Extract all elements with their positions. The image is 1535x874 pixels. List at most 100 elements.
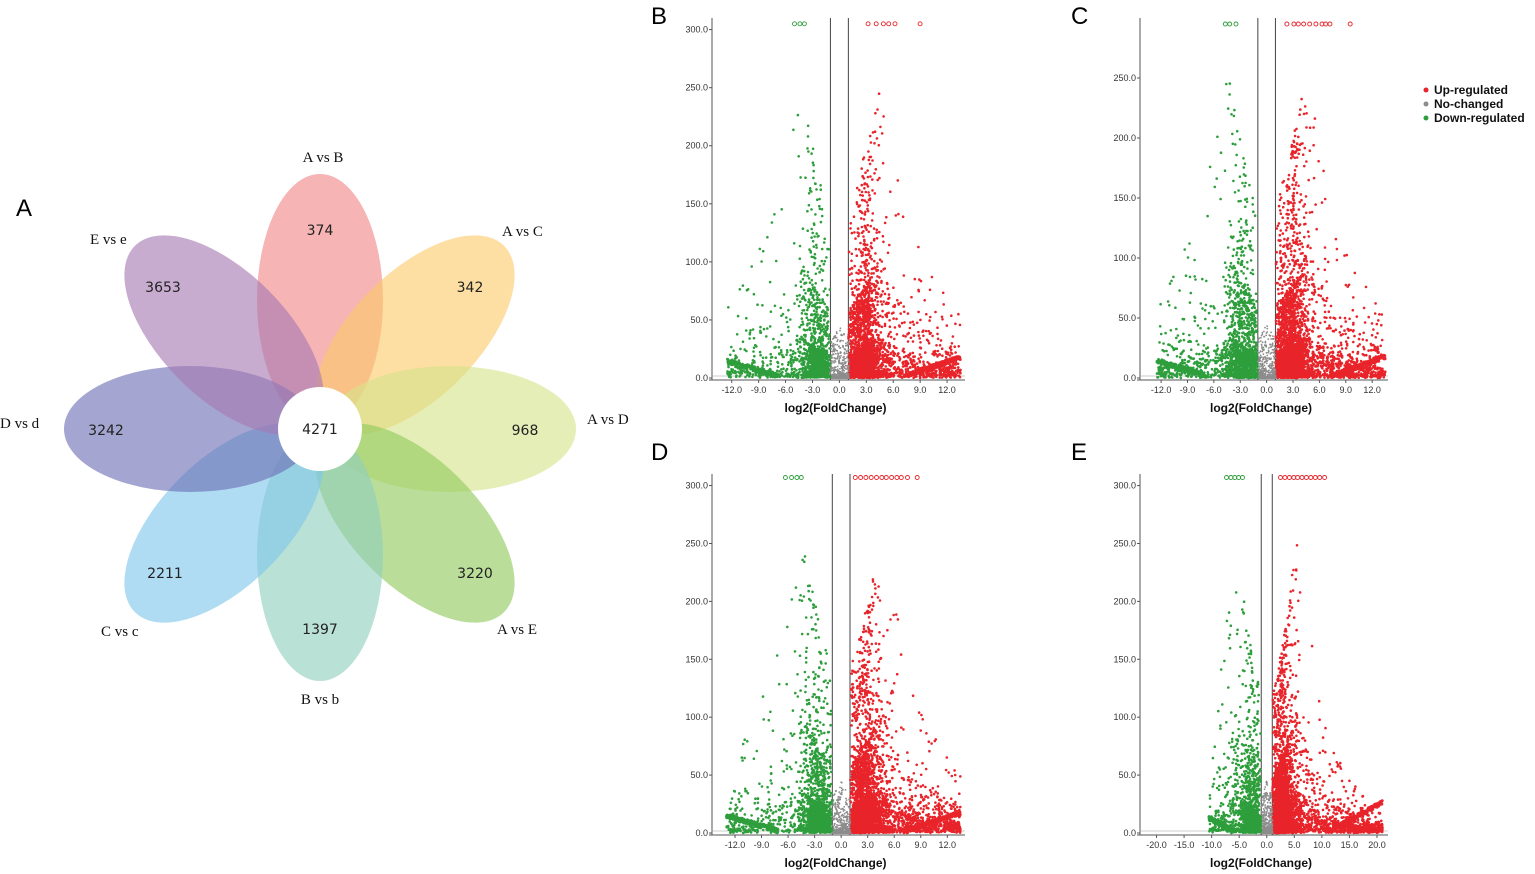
- point-down-regulated: [818, 197, 821, 201]
- point-no-changed: [846, 356, 849, 358]
- point-down-regulated: [828, 288, 832, 291]
- venn-label-a-vs-b: A vs B: [303, 150, 344, 166]
- point-down-regulated: [819, 184, 822, 187]
- point-up-regulated: [878, 324, 881, 327]
- x-tick-label: -9.0: [751, 385, 767, 395]
- point-up-regulated: [862, 343, 865, 346]
- point-down-regulated: [791, 352, 795, 356]
- point-no-changed: [834, 360, 837, 363]
- point-down-regulated: [762, 327, 766, 331]
- x-tick-label: -3.0: [805, 385, 821, 395]
- point-up-regulated: [904, 354, 908, 358]
- point-up-regulated: [860, 278, 863, 282]
- point-down-regulated: [796, 113, 800, 117]
- point-up-regulated: [863, 293, 867, 296]
- point-up-regulated: [897, 374, 901, 377]
- point-down-regulated: [798, 244, 802, 248]
- point-down-regulated: [820, 214, 824, 218]
- point-up-regulated: [848, 273, 851, 277]
- point-up-regulated: [849, 306, 852, 310]
- point-up-regulated: [897, 371, 900, 374]
- point-up-regulated: [847, 327, 851, 331]
- point-down-regulated: [780, 351, 783, 354]
- point-up-regulated: [860, 225, 864, 229]
- point-down-regulated: [795, 334, 799, 338]
- point-up-regulated: [910, 295, 913, 299]
- point-up-regulated: [882, 115, 885, 118]
- point-down-regulated: [807, 277, 811, 280]
- point-down-regulated: [752, 346, 756, 350]
- point-down-regulated: [814, 272, 818, 276]
- point-up-regulated: [936, 349, 940, 353]
- point-up-regulated: [862, 349, 865, 353]
- point-up-regulated: [867, 191, 870, 194]
- point-up-regulated: [936, 354, 939, 357]
- point-up-regulated: [952, 363, 955, 366]
- venn-value-a-vs-b: 374: [307, 223, 334, 239]
- venn-label-e-vs-e: E vs e: [90, 232, 127, 248]
- point-up-regulated: [863, 239, 866, 243]
- point-up-regulated: [905, 359, 908, 363]
- point-down-regulated: [774, 259, 778, 263]
- point-up-regulated: [881, 350, 884, 354]
- point-no-changed: [843, 362, 846, 365]
- point-up-regulated: [958, 323, 962, 327]
- point-no-changed: [835, 375, 838, 378]
- point-no-changed: [840, 376, 842, 378]
- point-up-regulated: [866, 282, 870, 286]
- point-down-regulated: [793, 356, 797, 359]
- point-down-regulated: [802, 295, 805, 298]
- point-up-regulated: [868, 155, 871, 159]
- point-up-regulated: [881, 339, 884, 342]
- point-up-regulated: [866, 274, 870, 277]
- point-up-regulated: [893, 337, 896, 341]
- point-down-regulated: [803, 274, 806, 277]
- point-up-regulated: [887, 334, 890, 338]
- point-no-changed: [839, 327, 842, 330]
- point-up-regulated: [868, 344, 871, 348]
- point-up-regulated: [938, 376, 942, 379]
- point-up-regulated: [857, 303, 861, 307]
- x-tick-label: 3.0: [860, 385, 873, 395]
- point-down-regulated: [781, 312, 785, 316]
- point-up-regulated: [933, 349, 937, 353]
- point-down-regulated: [801, 227, 805, 230]
- point-down-regulated: [820, 259, 824, 263]
- point-up-regulated: [906, 312, 910, 315]
- point-up-regulated: [882, 346, 886, 349]
- point-up-regulated: [863, 243, 867, 247]
- point-up-regulated: [872, 283, 876, 286]
- point-up-regulated: [852, 324, 855, 327]
- point-up-regulated: [881, 161, 885, 165]
- point-down-regulated: [759, 325, 762, 329]
- point-up-regulated: [919, 355, 923, 359]
- point-up-regulated: [863, 248, 867, 252]
- venn-value-a-vs-e: 3220: [457, 566, 493, 582]
- point-down-regulated: [810, 236, 813, 239]
- point-down-regulated: [807, 203, 811, 207]
- point-up-regulated: [852, 342, 855, 345]
- point-up-regulated: [938, 344, 942, 347]
- point-down-regulated: [792, 350, 795, 353]
- point-down-regulated: [818, 271, 821, 274]
- point-up-regulated: [857, 287, 860, 291]
- point-up-regulated: [860, 167, 863, 170]
- point-no-changed: [847, 344, 850, 346]
- point-down-regulated: [794, 351, 797, 355]
- point-down-regulated: [806, 147, 809, 150]
- point-up-regulated: [876, 108, 879, 111]
- point-up-regulated: [853, 350, 857, 353]
- point-up-regulated: [903, 321, 906, 324]
- point-up-regulated: [919, 341, 922, 344]
- point-up-regulated: [865, 259, 869, 262]
- point-down-regulated: [815, 188, 818, 191]
- point-up-regulated: [899, 312, 902, 315]
- point-no-changed: [845, 372, 848, 375]
- point-down-regulated: [798, 370, 801, 374]
- point-no-changed: [834, 343, 837, 346]
- point-up-regulated: [916, 365, 920, 369]
- point-up-regulated: [866, 209, 870, 213]
- point-up-regulated: [936, 337, 940, 341]
- point-up-regulated: [859, 193, 862, 197]
- point-up-regulated: [871, 159, 874, 162]
